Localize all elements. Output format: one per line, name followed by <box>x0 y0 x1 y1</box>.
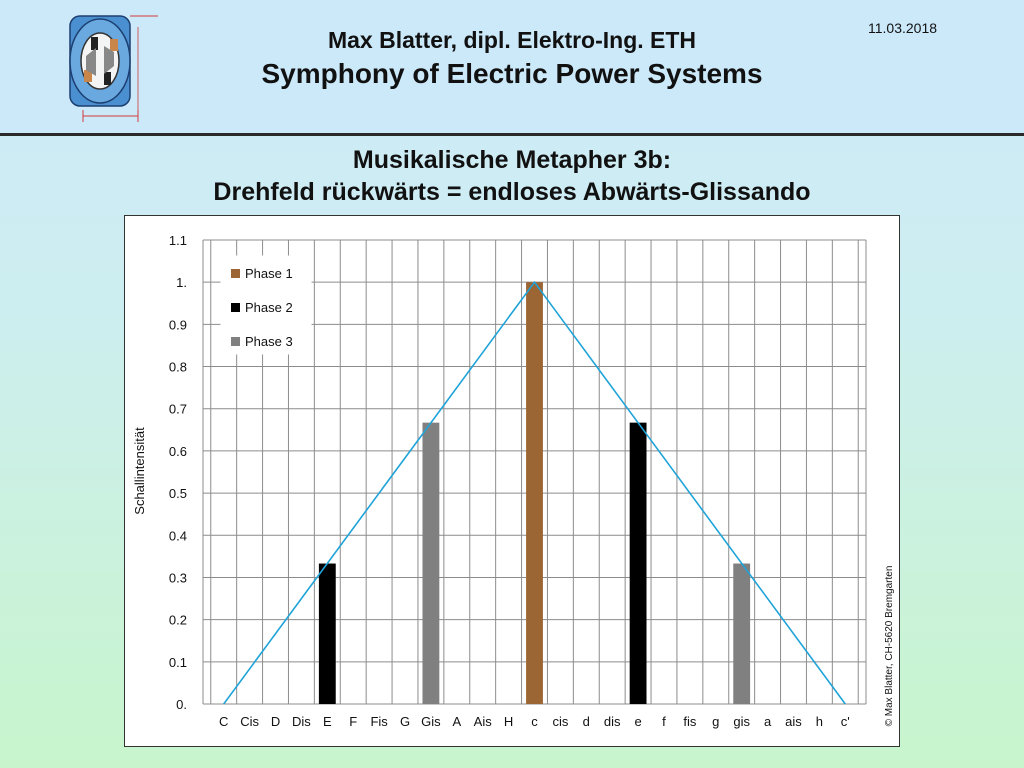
envelope-line <box>223 280 846 705</box>
legend-swatch <box>231 303 240 312</box>
bar-phase-2-E <box>318 563 336 704</box>
y-tick-label: 0.5 <box>169 486 187 501</box>
chart-ticks: 0. 0.1 0.2 0.3 0.4 0.5 0.6 0.7 0.8 0.9 1. 1.1 C Cis D D… <box>169 233 850 729</box>
header-bar: 11.03.2018 Max Blatter, dipl. Elektro-In… <box>0 0 1024 136</box>
chart-legend: Phase 1 Phase 2 Phase 3 <box>220 255 312 355</box>
y-tick-label: 0.4 <box>169 528 187 543</box>
x-tick-label: Gis <box>421 714 441 729</box>
motor-cross-section-icon <box>69 15 158 122</box>
y-tick-label: 1.1 <box>169 233 187 248</box>
series-title: Symphony of Electric Power Systems <box>261 58 763 89</box>
slide-date: 11.03.2018 <box>868 20 938 36</box>
x-tick-label: h <box>816 714 823 729</box>
y-axis-title: Schallintensität <box>132 427 147 515</box>
x-tick-label: e <box>634 714 641 729</box>
slide-subtitle: Drehfeld rückwärts = endloses Abwärts-Gl… <box>213 178 811 206</box>
legend-swatch <box>231 269 240 278</box>
x-tick-label: A <box>452 714 461 729</box>
x-tick-label: Ais <box>474 714 493 729</box>
y-tick-label: 0.9 <box>169 317 187 332</box>
x-tick-label: Dis <box>292 714 311 729</box>
copyright-notice: © Max Blatter, CH-5620 Bremgarten <box>884 566 895 727</box>
y-tick-label: 1. <box>176 275 187 290</box>
y-tick-label: 0.3 <box>169 570 187 585</box>
x-tick-label: ais <box>785 714 802 729</box>
legend-label: Phase 1 <box>245 266 293 281</box>
x-tick-label: C <box>219 714 228 729</box>
y-tick-label: 0.2 <box>169 613 187 628</box>
x-tick-label: cis <box>552 714 568 729</box>
bar-phase-3-Gis <box>422 422 440 704</box>
x-tick-label: c <box>531 714 538 729</box>
x-tick-label: g <box>712 714 719 729</box>
x-tick-label: c' <box>841 714 850 729</box>
x-tick-label: gis <box>733 714 750 729</box>
chart-envelope <box>223 280 846 705</box>
bar-phase-2-e <box>629 422 647 704</box>
y-tick-label: 0.8 <box>169 360 187 375</box>
legend-label: Phase 2 <box>245 300 293 315</box>
author-line: Max Blatter, dipl. Elektro-Ing. ETH <box>327 27 697 53</box>
slide-title: Musikalische Metapher 3b: <box>352 146 672 174</box>
bar-phase-1-c <box>526 282 543 704</box>
y-tick-label: 0.7 <box>169 402 187 417</box>
x-tick-label: dis <box>604 714 621 729</box>
legend-swatch <box>231 337 240 346</box>
bar-phase-3-gis <box>733 563 751 704</box>
x-tick-label: f <box>662 714 666 729</box>
y-tick-label: 0.1 <box>169 655 187 670</box>
x-tick-label: E <box>323 714 332 729</box>
legend-label: Phase 3 <box>245 334 293 349</box>
x-tick-label: a <box>764 714 772 729</box>
chart-frame: 0. 0.1 0.2 0.3 0.4 0.5 0.6 0.7 0.8 0.9 1. 1.1 C Cis D D… <box>124 215 900 747</box>
x-tick-label: G <box>400 714 410 729</box>
x-tick-label: d <box>583 714 590 729</box>
x-tick-label: Cis <box>240 714 259 729</box>
y-tick-label: 0.6 <box>169 444 187 459</box>
x-tick-label: D <box>271 714 280 729</box>
x-tick-label: F <box>349 714 357 729</box>
bar-chart: 0. 0.1 0.2 0.3 0.4 0.5 0.6 0.7 0.8 0.9 1. 1.1 C Cis D D… <box>132 233 895 729</box>
y-tick-label: 0. <box>176 697 187 712</box>
x-tick-label: Fis <box>370 714 388 729</box>
x-tick-label: fis <box>683 714 697 729</box>
chart-bars <box>318 282 751 704</box>
x-tick-label: H <box>504 714 513 729</box>
